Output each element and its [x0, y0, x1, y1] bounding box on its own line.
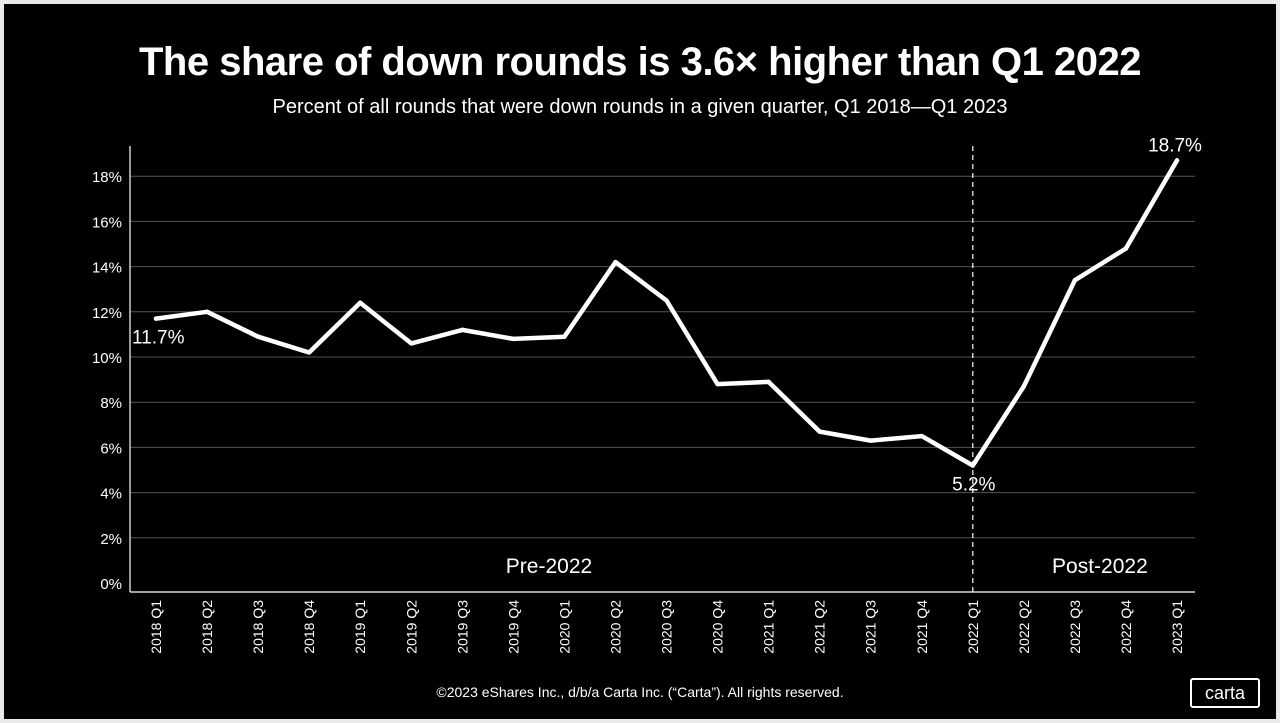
- data-label: 5.2%: [952, 474, 995, 495]
- data-point: [868, 438, 873, 443]
- x-tick-label: 2018 Q1: [148, 600, 164, 654]
- y-tick-label: 0%: [100, 576, 122, 593]
- y-tick-label: 14%: [92, 260, 122, 277]
- data-point: [1072, 277, 1078, 283]
- data-point: [511, 336, 516, 342]
- axes: [129, 146, 1195, 593]
- data-point: [817, 429, 822, 434]
- series: [153, 158, 1180, 468]
- x-tick-label: 2018 Q2: [199, 600, 215, 654]
- series-line: [153, 158, 1180, 468]
- region-label: Post-2022: [1052, 555, 1148, 578]
- carta-logo[interactable]: carta: [1190, 678, 1260, 708]
- y-tick-label: 8%: [100, 395, 122, 412]
- x-tick-label: 2018 Q3: [250, 600, 266, 654]
- data-point: [1021, 384, 1027, 389]
- region-labels: Pre-2022 Post-2022: [506, 555, 1148, 578]
- x-tick-label: 2020 Q2: [607, 600, 623, 654]
- x-tick-label: 2022 Q3: [1067, 600, 1083, 654]
- data-point: [153, 316, 159, 321]
- copyright-footer: ©2023 eShares Inc., d/b/a Carta Inc. (“C…: [436, 684, 844, 700]
- data-point: [306, 350, 312, 355]
- data-labels: 11.7% 5.2% 18.7%: [132, 135, 1202, 495]
- data-point: [970, 463, 975, 468]
- y-tick-labels: 0% 2% 4% 6% 8% 10% 12% 14% 16% 18%: [92, 169, 122, 593]
- data-point: [562, 334, 567, 339]
- gridlines: [130, 175, 1195, 539]
- data-point: [715, 381, 720, 387]
- data-label: 18.7%: [1148, 135, 1202, 156]
- x-tick-label: 2020 Q1: [556, 600, 572, 654]
- x-tick-label: 2020 Q4: [710, 600, 726, 654]
- data-point: [919, 433, 924, 439]
- x-tick-label: 2019 Q2: [403, 600, 419, 654]
- data-point: [766, 379, 771, 385]
- y-tick-label: 12%: [92, 305, 122, 322]
- y-tick-label: 10%: [92, 350, 122, 367]
- y-tick-label: 18%: [92, 169, 122, 186]
- data-point: [409, 341, 414, 346]
- chart-subtitle: Percent of all rounds that were down rou…: [272, 96, 1008, 118]
- y-tick-label: 6%: [100, 440, 122, 457]
- data-point: [255, 334, 261, 339]
- data-point: [664, 298, 669, 303]
- x-tick-label: 2021 Q2: [812, 600, 828, 654]
- x-tick-label: 2018 Q4: [301, 600, 317, 654]
- data-label: 11.7%: [132, 328, 185, 349]
- data-point: [1123, 246, 1129, 251]
- y-tick-label: 4%: [100, 486, 122, 503]
- y-tick-label: 2%: [100, 531, 122, 548]
- x-tick-label: 2019 Q4: [505, 600, 521, 654]
- x-tick-label: 2019 Q1: [352, 600, 368, 654]
- data-point: [358, 300, 363, 305]
- x-tick-label: 2021 Q4: [914, 600, 930, 654]
- x-tick-label: 2023 Q1: [1169, 600, 1185, 654]
- data-point: [204, 309, 210, 314]
- x-tick-label: 2020 Q3: [659, 600, 675, 654]
- x-tick-labels: 2018 Q1 2018 Q2 2018 Q3 2018 Q4 2019 Q1 2019 …: [148, 600, 1185, 654]
- y-tick-label: 16%: [92, 214, 122, 231]
- x-tick-label: 2022 Q2: [1016, 600, 1032, 654]
- x-tick-label: 2021 Q1: [761, 600, 777, 654]
- x-tick-label: 2021 Q3: [863, 600, 879, 654]
- region-label: Pre-2022: [506, 555, 592, 578]
- data-point: [1174, 158, 1180, 163]
- data-point: [613, 259, 618, 265]
- chart-title: The share of down rounds is 3.6× higher …: [138, 40, 1142, 84]
- data-point: [460, 327, 465, 333]
- x-tick-label: 2022 Q4: [1118, 600, 1134, 654]
- x-tick-label: 2022 Q1: [965, 600, 981, 654]
- x-tick-label: 2019 Q3: [454, 600, 470, 654]
